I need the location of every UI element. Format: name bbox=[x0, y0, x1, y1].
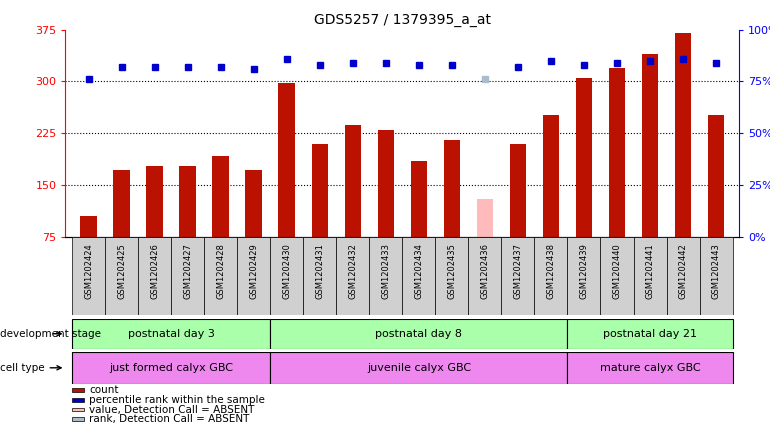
Text: GSM1202435: GSM1202435 bbox=[447, 243, 457, 299]
Bar bbox=[609, 68, 625, 237]
Text: GSM1202436: GSM1202436 bbox=[480, 243, 490, 299]
Text: count: count bbox=[89, 385, 119, 395]
Bar bbox=[113, 170, 130, 237]
Bar bbox=[510, 144, 526, 237]
Bar bbox=[477, 199, 493, 237]
Text: GSM1202438: GSM1202438 bbox=[547, 243, 555, 299]
Title: GDS5257 / 1379395_a_at: GDS5257 / 1379395_a_at bbox=[314, 13, 490, 27]
Bar bbox=[171, 237, 204, 315]
Bar bbox=[402, 237, 435, 315]
Text: postnatal day 21: postnatal day 21 bbox=[603, 329, 697, 339]
Text: mature calyx GBC: mature calyx GBC bbox=[600, 363, 701, 373]
Bar bbox=[567, 237, 601, 315]
Bar bbox=[270, 319, 567, 349]
Bar bbox=[138, 237, 171, 315]
Bar bbox=[72, 319, 270, 349]
Bar bbox=[312, 144, 328, 237]
Bar bbox=[708, 115, 725, 237]
Text: GSM1202434: GSM1202434 bbox=[414, 243, 424, 299]
Bar bbox=[468, 237, 501, 315]
Bar bbox=[700, 237, 732, 315]
Text: GSM1202428: GSM1202428 bbox=[216, 243, 225, 299]
Text: GSM1202432: GSM1202432 bbox=[348, 243, 357, 299]
Bar bbox=[179, 166, 196, 237]
Bar bbox=[576, 78, 592, 237]
Bar bbox=[279, 83, 295, 237]
Text: just formed calyx GBC: just formed calyx GBC bbox=[109, 363, 233, 373]
Text: GSM1202439: GSM1202439 bbox=[580, 243, 588, 299]
Bar bbox=[410, 161, 427, 237]
Text: GSM1202433: GSM1202433 bbox=[381, 243, 390, 299]
Bar bbox=[213, 156, 229, 237]
Bar bbox=[534, 237, 567, 315]
Bar bbox=[105, 237, 138, 315]
Text: GSM1202437: GSM1202437 bbox=[514, 243, 522, 299]
Bar bbox=[72, 408, 85, 412]
Bar bbox=[270, 352, 567, 384]
Bar bbox=[72, 388, 85, 392]
Bar bbox=[237, 237, 270, 315]
Bar bbox=[543, 115, 559, 237]
Bar bbox=[246, 170, 262, 237]
Text: GSM1202429: GSM1202429 bbox=[249, 243, 258, 299]
Text: GSM1202441: GSM1202441 bbox=[645, 243, 654, 299]
Bar bbox=[270, 237, 303, 315]
Text: GSM1202443: GSM1202443 bbox=[711, 243, 721, 299]
Text: rank, Detection Call = ABSENT: rank, Detection Call = ABSENT bbox=[89, 414, 249, 423]
Text: GSM1202426: GSM1202426 bbox=[150, 243, 159, 299]
Bar bbox=[675, 33, 691, 237]
Bar bbox=[344, 125, 361, 237]
Bar bbox=[72, 352, 270, 384]
Bar bbox=[435, 237, 468, 315]
Bar bbox=[336, 237, 370, 315]
Text: GSM1202431: GSM1202431 bbox=[315, 243, 324, 299]
Bar bbox=[601, 237, 634, 315]
Bar bbox=[72, 398, 85, 402]
Text: juvenile calyx GBC: juvenile calyx GBC bbox=[367, 363, 471, 373]
Bar bbox=[567, 319, 732, 349]
Text: value, Detection Call = ABSENT: value, Detection Call = ABSENT bbox=[89, 404, 254, 415]
Text: postnatal day 3: postnatal day 3 bbox=[128, 329, 215, 339]
Text: GSM1202425: GSM1202425 bbox=[117, 243, 126, 299]
Bar bbox=[634, 237, 667, 315]
Text: postnatal day 8: postnatal day 8 bbox=[375, 329, 462, 339]
Text: GSM1202430: GSM1202430 bbox=[283, 243, 291, 299]
Text: development stage: development stage bbox=[0, 329, 101, 339]
Bar bbox=[641, 54, 658, 237]
Bar bbox=[204, 237, 237, 315]
Bar bbox=[501, 237, 534, 315]
Bar bbox=[303, 237, 336, 315]
Text: cell type: cell type bbox=[0, 363, 61, 373]
Bar bbox=[377, 130, 394, 237]
Text: percentile rank within the sample: percentile rank within the sample bbox=[89, 395, 265, 405]
Text: GSM1202442: GSM1202442 bbox=[678, 243, 688, 299]
Bar bbox=[80, 216, 97, 237]
Bar bbox=[72, 418, 85, 421]
Text: GSM1202424: GSM1202424 bbox=[84, 243, 93, 299]
Bar bbox=[667, 237, 700, 315]
Bar bbox=[146, 166, 163, 237]
Bar bbox=[370, 237, 402, 315]
Text: GSM1202440: GSM1202440 bbox=[612, 243, 621, 299]
Bar bbox=[444, 140, 460, 237]
Bar bbox=[72, 237, 105, 315]
Text: GSM1202427: GSM1202427 bbox=[183, 243, 192, 299]
Bar bbox=[567, 352, 732, 384]
